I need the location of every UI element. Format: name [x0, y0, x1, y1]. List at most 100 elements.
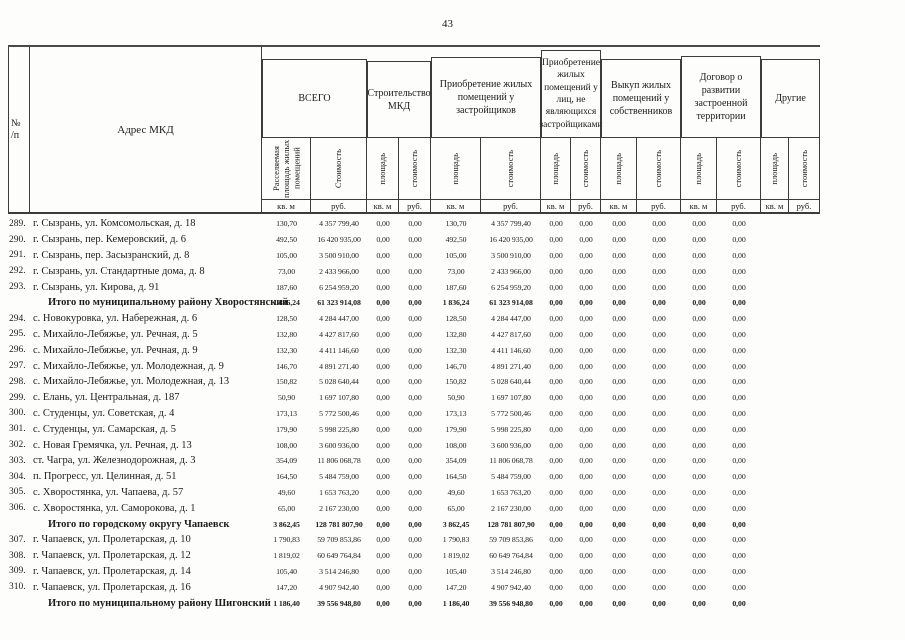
row-value: 61 323 914,08: [317, 298, 361, 308]
row-value: 1 653 763,20: [319, 487, 359, 497]
row-value: 0,00: [408, 503, 422, 513]
row-value: 0,00: [549, 551, 563, 561]
row-value: 0,00: [732, 235, 746, 245]
row-value: 0,00: [612, 519, 626, 529]
col-subheader: стоимость: [717, 137, 761, 199]
row-number: 307.: [9, 534, 26, 545]
unit-label: руб.: [481, 199, 541, 212]
row-address: с. Елань, ул. Центральная, д. 187: [33, 392, 180, 404]
unit-label: кв. м: [262, 199, 311, 212]
row-address: п. Прогресс, ул. Целинная, д. 51: [33, 471, 177, 483]
row-number: 306.: [9, 503, 26, 514]
row-value: 105,00: [445, 250, 467, 260]
row-value: 0,00: [549, 456, 563, 466]
table-body: 289. г. Сызрань, ул. Комсомольская, д. 18…: [8, 216, 820, 611]
row-value: 354,09: [276, 456, 297, 466]
row-value: 146,70: [445, 361, 467, 371]
row-value: 60 649 764,84: [317, 551, 361, 561]
table-row: 303. ст. Чагра, ул. Железнодорожная, д. 3…: [8, 453, 820, 469]
row-value: 0,00: [549, 250, 563, 260]
row-value: 0,00: [732, 566, 746, 576]
row-value: 0,00: [408, 314, 422, 324]
subheader-label: стоимость: [733, 149, 744, 188]
row-value: 0,00: [376, 519, 390, 529]
row-value: 0,00: [692, 472, 706, 482]
row-value: 354,09: [445, 456, 467, 466]
row-value: 0,00: [612, 487, 626, 497]
row-value: 60 649 764,84: [489, 551, 533, 561]
row-value: 0,00: [408, 582, 422, 592]
row-value: 1 790,83: [442, 535, 470, 545]
row-value: 0,00: [579, 282, 593, 292]
row-value: 108,00: [276, 440, 297, 450]
row-value: 0,00: [652, 235, 666, 245]
row-address: с. Михайло-Лебяжье, ул. Речная, д. 9: [33, 344, 198, 356]
resettlement-table: № /п Адрес МКД ВСЕГО Строительство МКД П…: [8, 45, 820, 611]
row-value: 0,00: [376, 314, 390, 324]
row-address: г. Сызрань, ул. Кирова, д. 91: [33, 281, 160, 293]
table-row: 293. г. Сызрань, ул. Кирова, д. 91 187,60 6…: [8, 279, 820, 295]
col-subheader: стоимость: [481, 137, 541, 199]
table-row: 309. г. Чапаевск, ул. Пролетарская, д. 14…: [8, 564, 820, 580]
col-header-num: № /п: [8, 47, 30, 212]
table-row-subtotal: Итого по городскому округу Чапаевск 3 862…: [8, 516, 820, 532]
row-value: 0,00: [652, 487, 666, 497]
row-value: 0,00: [549, 582, 563, 592]
row-value: 128,50: [445, 314, 467, 324]
row-value: 0,00: [376, 503, 390, 513]
row-value: 0,00: [612, 582, 626, 592]
row-value: 0,00: [408, 487, 422, 497]
row-value: 4 411 146,60: [491, 345, 531, 355]
subheader-label: стоимость: [580, 149, 591, 188]
row-value: 0,00: [732, 329, 746, 339]
table-row: 289. г. Сызрань, ул. Комсомольская, д. 18…: [8, 216, 820, 232]
row-value: 4 427 817,60: [491, 329, 531, 339]
row-value: 105,40: [445, 566, 467, 576]
row-value: 49,60: [277, 487, 296, 497]
row-value: 0,00: [652, 551, 666, 561]
row-address: Итого по городскому округу Чапаевск: [48, 518, 230, 530]
row-value: 1 819,02: [273, 551, 300, 561]
row-value: 0,00: [692, 314, 706, 324]
row-value: 0,00: [612, 440, 626, 450]
table-row: 301. с. Студенцы, ул. Самарская, д. 5 179,…: [8, 421, 820, 437]
row-value: 0,00: [732, 440, 746, 450]
row-value: 0,00: [612, 282, 626, 292]
row-value: 0,00: [376, 298, 390, 308]
row-value: 187,60: [445, 282, 467, 292]
row-number: 290.: [9, 234, 26, 245]
row-value: 0,00: [652, 598, 666, 608]
row-address: с. Студенцы, ул. Советская, д. 4: [33, 407, 175, 419]
row-value: 0,00: [692, 298, 706, 308]
row-value: 164,50: [445, 472, 467, 482]
row-address: г. Чапаевск, ул. Пролетарская, д. 14: [33, 565, 191, 577]
row-value: 0,00: [408, 440, 422, 450]
row-value: 0,00: [549, 361, 563, 371]
row-value: 5 028 640,44: [491, 377, 531, 387]
row-address: г. Сызрань, ул. Комсомольская, д. 18: [33, 218, 196, 230]
row-value: 1 697 107,80: [491, 393, 531, 403]
row-value: 147,20: [276, 582, 297, 592]
table-row-subtotal: Итого по муниципальному району Хворостян…: [8, 295, 820, 311]
row-value: 0,00: [408, 598, 422, 608]
row-address: с. Михайло-Лебяжье, ул. Молодежная, д. 1…: [33, 376, 230, 388]
row-value: 0,00: [408, 424, 422, 434]
row-value: 0,00: [549, 345, 563, 355]
row-value: 147,20: [445, 582, 467, 592]
row-value: 0,00: [652, 282, 666, 292]
row-value: 0,00: [612, 235, 626, 245]
row-number: 292.: [9, 266, 26, 277]
row-value: 0,00: [549, 266, 563, 276]
table-row: 302. с. Новая Гремячка, ул. Речная, д. 13…: [8, 437, 820, 453]
row-value: 0,00: [732, 282, 746, 292]
row-number: 289.: [9, 218, 26, 229]
row-value: 0,00: [652, 535, 666, 545]
row-value: 0,00: [612, 535, 626, 545]
row-address: с. Хворостянка, ул. Чапаева, д. 57: [33, 486, 184, 498]
row-address: с. Новокуровка, ул. Набережная, д. 6: [33, 313, 198, 325]
table-header: № /п Адрес МКД ВСЕГО Строительство МКД П…: [8, 45, 820, 214]
row-value: 0,00: [579, 440, 593, 450]
row-value: 0,00: [732, 535, 746, 545]
row-value: 0,00: [692, 408, 706, 418]
